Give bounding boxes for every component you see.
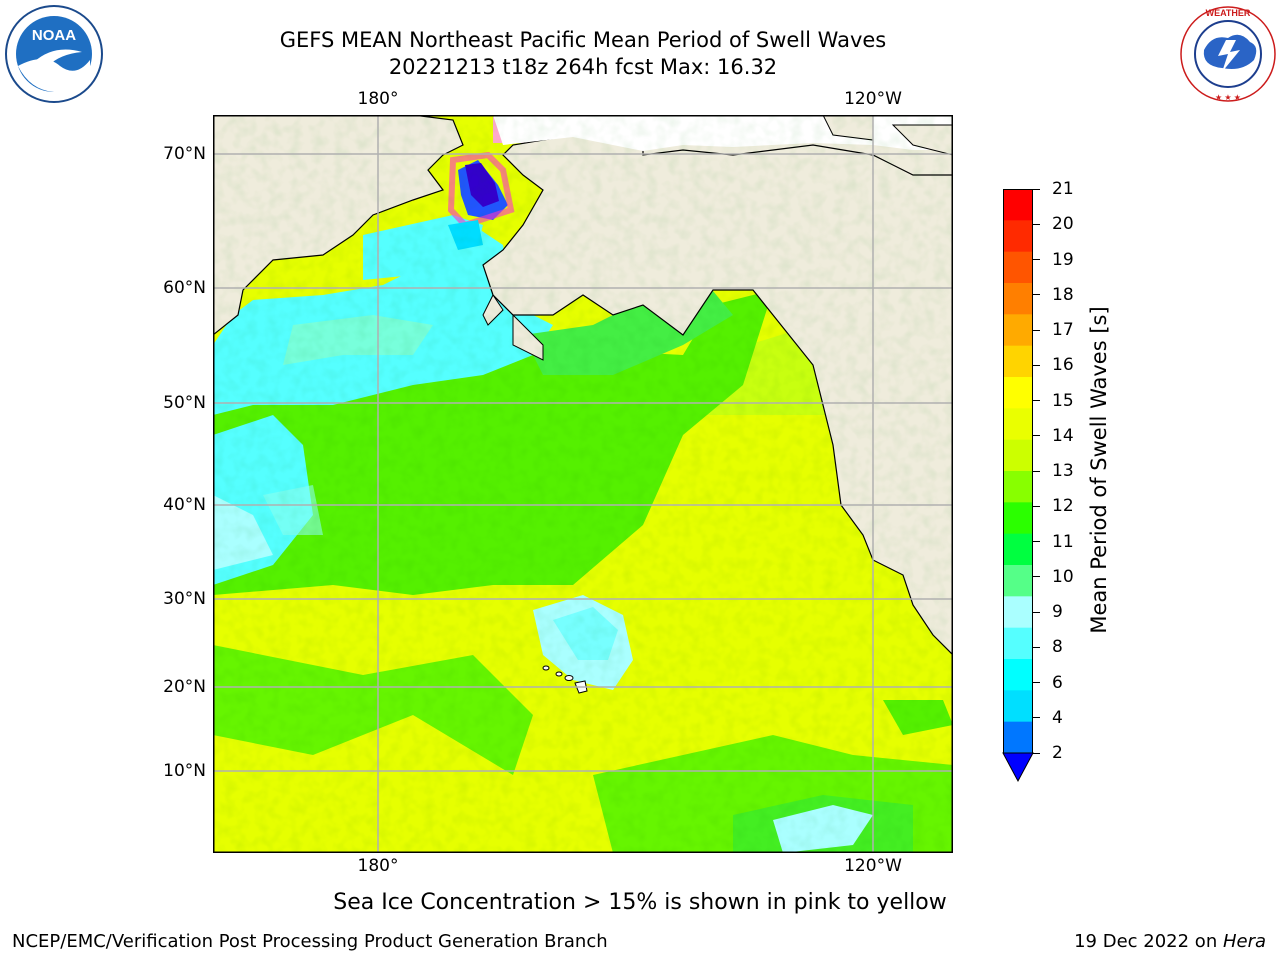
colorbar-tick-label: 19 <box>1052 249 1074 270</box>
lon-label-bottom-120w: 120°W <box>844 856 902 876</box>
svg-text:★ ★ ★: ★ ★ ★ <box>1215 93 1241 102</box>
colorbar-tick-label: 10 <box>1052 566 1074 587</box>
colorbar-segment <box>1003 659 1033 691</box>
colorbar-tick-mark <box>1033 505 1040 507</box>
colorbar-segment <box>1003 377 1033 409</box>
colorbar-label: Mean Period of Swell Waves [s] <box>1087 306 1111 634</box>
colorbar-segment <box>1003 314 1033 347</box>
lat-label-50n: 50°N <box>163 393 206 413</box>
colorbar-segment <box>1003 220 1033 253</box>
noaa-logo: NOAA <box>5 5 103 103</box>
colorbar-tick-mark <box>1033 717 1040 719</box>
colorbar-tick-mark <box>1033 294 1040 296</box>
colorbar-tick-mark <box>1033 576 1040 578</box>
footer-host: Hera <box>1222 931 1266 952</box>
colorbar-segment <box>1003 502 1033 535</box>
lat-label-60n: 60°N <box>163 278 206 298</box>
colorbar-segment <box>1003 565 1033 597</box>
colorbar-tick-mark <box>1033 435 1040 437</box>
colorbar-segment <box>1003 345 1033 378</box>
colorbar-tick-mark <box>1033 541 1040 542</box>
colorbar-tick-mark <box>1033 611 1040 613</box>
colorbar-segment <box>1003 251 1033 284</box>
lat-label-30n: 30°N <box>163 589 206 609</box>
footer-credit: NCEP/EMC/Verification Post Processing Pr… <box>12 931 608 952</box>
colorbar-segment <box>1003 471 1033 503</box>
swell-period-map <box>213 115 953 853</box>
colorbar-tick-mark <box>1033 188 1040 190</box>
colorbar-tick-mark <box>1033 470 1040 472</box>
colorbar-tick-mark <box>1033 329 1040 331</box>
colorbar-extend-arrow <box>1002 752 1034 783</box>
colorbar-tick-label: 17 <box>1052 320 1074 340</box>
colorbar-tick-label: 18 <box>1052 284 1074 305</box>
colorbar-tick-label: 11 <box>1052 531 1074 552</box>
lon-label-bottom-180: 180° <box>357 856 399 876</box>
colorbar-tick-label: 15 <box>1052 390 1074 411</box>
colorbar-segment <box>1003 283 1033 315</box>
colorbar-tick-label: 20 <box>1052 214 1074 235</box>
lat-label-20n: 20°N <box>163 677 206 697</box>
graticule <box>213 115 953 853</box>
lon-label-top-180: 180° <box>357 89 399 109</box>
colorbar-tick-mark <box>1033 223 1040 225</box>
colorbar-tick-mark <box>1033 752 1040 754</box>
lat-label-70n: 70°N <box>163 144 206 164</box>
colorbar-segment <box>1003 439 1033 472</box>
colorbar-tick-label: 2 <box>1052 743 1063 763</box>
colorbar <box>1002 189 1034 783</box>
colorbar-tick-mark <box>1033 259 1040 260</box>
colorbar-tick-label: 9 <box>1052 602 1063 622</box>
colorbar-segment <box>1003 721 1033 754</box>
colorbar-segment <box>1003 408 1033 441</box>
svg-text:WEATHER: WEATHER <box>1206 8 1251 18</box>
colorbar-tick-label: 12 <box>1052 496 1074 517</box>
colorbar-tick-label: 13 <box>1052 461 1074 481</box>
colorbar-segment <box>1003 627 1033 660</box>
lat-label-10n: 10°N <box>163 761 206 781</box>
colorbar-segment <box>1003 596 1033 629</box>
colorbar-tick-mark <box>1033 682 1040 683</box>
colorbar-tick-label: 16 <box>1052 355 1074 376</box>
colorbar-tick-mark <box>1033 646 1040 648</box>
colorbar-tick-label: 6 <box>1052 672 1063 693</box>
colorbar-segment <box>1003 189 1033 221</box>
colorbar-tick-mark <box>1033 400 1040 401</box>
colorbar-segment <box>1003 690 1033 723</box>
colorbar-tick-label: 8 <box>1052 637 1063 658</box>
colorbar-tick-label: 21 <box>1052 179 1074 199</box>
lon-label-top-120w: 120°W <box>844 89 902 109</box>
colorbar-tick-label: 14 <box>1052 425 1074 446</box>
svg-text:NOAA: NOAA <box>32 27 76 44</box>
sea-ice-caption: Sea Ice Concentration > 15% is shown in … <box>333 890 947 915</box>
nws-logo: WEATHER ★ ★ ★ <box>1180 6 1276 102</box>
colorbar-segment <box>1003 533 1033 566</box>
footer-date: 19 Dec 2022 on Hera <box>1074 931 1266 952</box>
footer-date-text: 19 Dec 2022 on <box>1074 931 1223 952</box>
lat-label-40n: 40°N <box>163 495 206 515</box>
chart-title: GEFS MEAN Northeast Pacific Mean Period … <box>279 28 887 52</box>
colorbar-tick-label: 4 <box>1052 707 1063 728</box>
chart-subtitle: 20221213 t18z 264h fcst Max: 16.32 <box>388 55 778 79</box>
colorbar-tick-mark <box>1033 364 1040 366</box>
